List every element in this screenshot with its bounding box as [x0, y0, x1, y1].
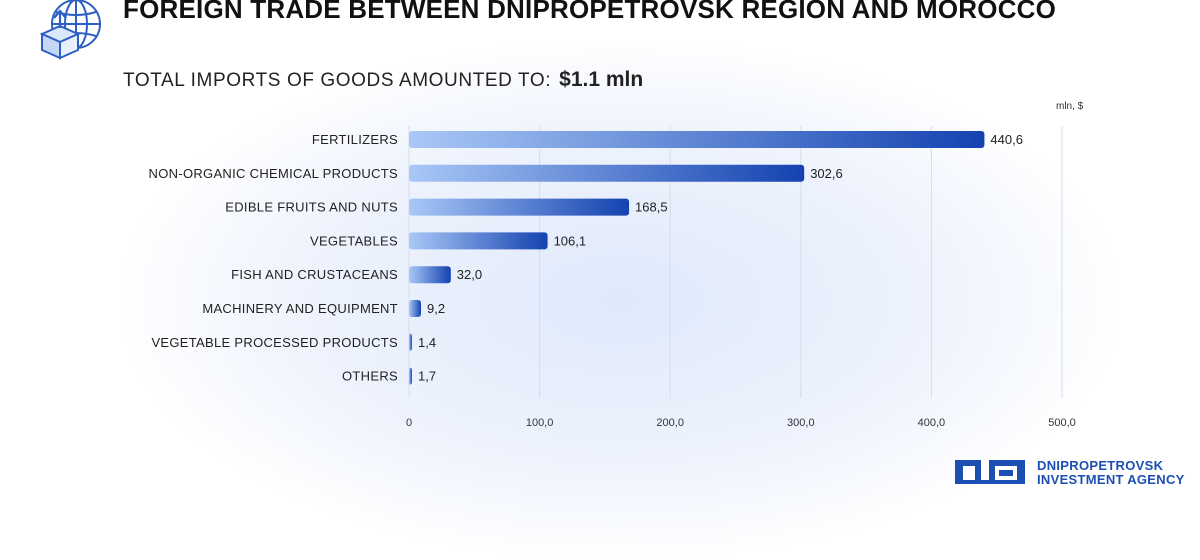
logo-line-1: DNIPROPETROVSK — [1037, 458, 1164, 473]
category-label: FISH AND CRUSTACEANS — [231, 267, 398, 282]
bar-value-label: 32,0 — [457, 267, 482, 282]
bar — [409, 333, 412, 351]
bar-value-label: 168,5 — [635, 200, 668, 215]
bar — [409, 198, 630, 216]
category-label: EDIBLE FRUITS AND NUTS — [225, 200, 398, 215]
logo-text: DNIPROPETROVSK INVESTMENT AGENCY — [1037, 459, 1185, 487]
x-tick-label: 300,0 — [787, 417, 815, 429]
category-label: VEGETABLES — [310, 233, 398, 248]
category-label: OTHERS — [342, 369, 398, 384]
background-glow — [120, 40, 1120, 560]
bar — [409, 232, 548, 250]
category-label: VEGETABLE PROCESSED PRODUCTS — [151, 335, 398, 350]
bar-value-label: 9,2 — [427, 301, 445, 316]
logo-line-2: INVESTMENT AGENCY — [1037, 472, 1185, 487]
subtitle-value: $1.1 mln — [559, 68, 644, 91]
x-tick-label: 400,0 — [918, 417, 946, 429]
bars: 440,6 302,6 168,5 106,1 32,0 9,2 1,4 1,7 — [409, 131, 1023, 385]
category-label: NON-ORGANIC CHEMICAL PRODUCTS — [149, 166, 398, 181]
globe-box-icon — [39, 0, 101, 60]
bar-value-label: 1,4 — [418, 335, 436, 350]
bar-value-label: 440,6 — [990, 132, 1023, 147]
bar-chart: 440,6 302,6 168,5 106,1 32,0 9,2 1,4 1,7 FERTIL… — [149, 126, 1076, 429]
category-label: FERTILIZERS — [312, 132, 398, 147]
subtitle: TOTAL IMPORTS OF GOODS AMOUNTED TO: $1.1 … — [123, 68, 643, 92]
category-label: MACHINERY AND EQUIPMENT — [202, 301, 398, 316]
x-tick-label: 500,0 — [1048, 417, 1076, 429]
chart-title: FOREIGN TRADE BETWEEN DNIPROPETROVSK REG… — [123, 0, 1057, 24]
x-tick-label: 0 — [406, 417, 412, 429]
bar-value-label: 1,7 — [418, 369, 436, 384]
bar-value-label: 302,6 — [810, 166, 843, 181]
bar — [409, 300, 422, 317]
bar — [409, 164, 805, 182]
bar-value-label: 106,1 — [554, 233, 587, 248]
subtitle-label: TOTAL IMPORTS OF GOODS AMOUNTED TO: — [123, 70, 552, 91]
unit-label: mln, $ — [1056, 101, 1084, 112]
x-tick-label: 100,0 — [526, 417, 554, 429]
x-axis-ticks: 0 100,0 200,0 300,0 400,0 500,0 — [406, 417, 1076, 429]
dia-logo: DNIPROPETROVSK INVESTMENT AGENCY — [955, 452, 1184, 487]
x-tick-label: 200,0 — [656, 417, 684, 429]
category-labels: FERTILIZERS NON-ORGANIC CHEMICAL PRODUCTS… — [149, 132, 398, 384]
bar — [409, 131, 985, 148]
bar — [409, 266, 451, 284]
bar — [409, 367, 412, 385]
